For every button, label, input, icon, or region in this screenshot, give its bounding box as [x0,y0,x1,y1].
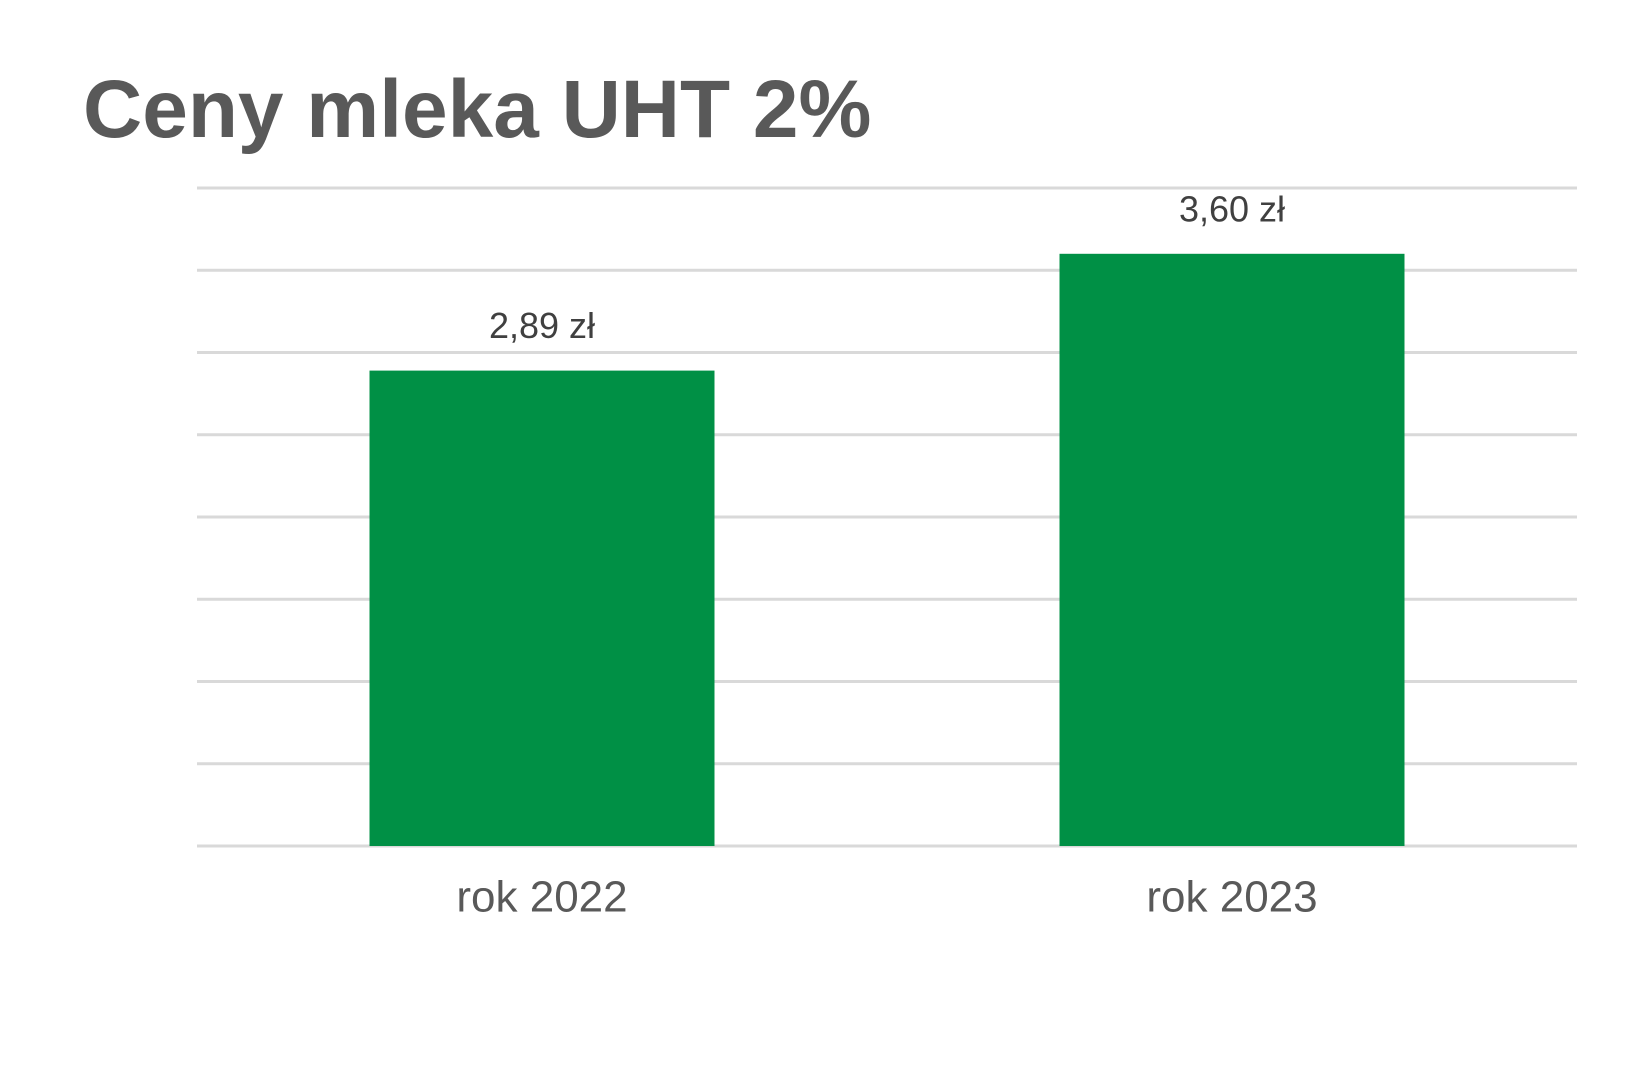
bar [369,370,715,846]
chart-title: Ceny mleka UHT 2% [83,64,871,155]
x-tick-label: rok 2022 [456,873,627,922]
value-label: 2,89 zł [489,305,595,346]
x-tick-label: rok 2023 [1146,873,1317,922]
bar [1059,253,1405,847]
value-label: 3,60 zł [1179,188,1285,229]
